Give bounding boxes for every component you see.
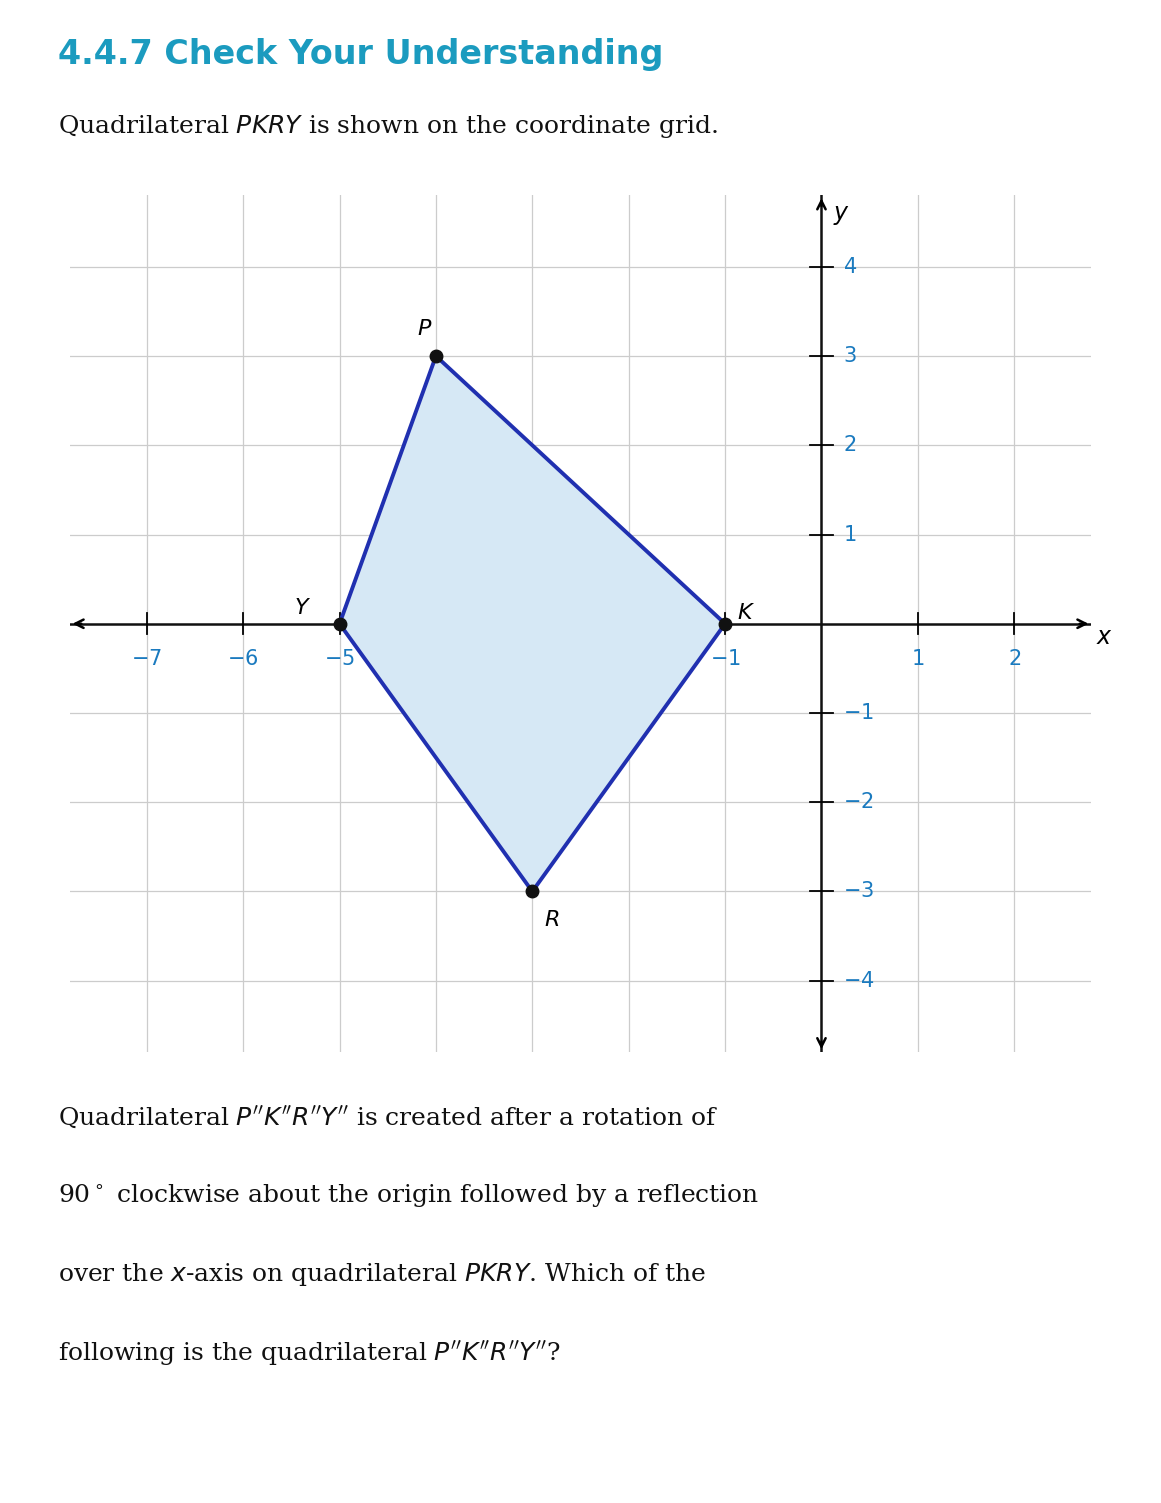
Text: $\mathit{P}$: $\mathit{P}$ (417, 319, 432, 340)
Text: $\mathit{K}$: $\mathit{K}$ (737, 603, 756, 624)
Text: 90$^\circ$ clockwise about the origin followed by a reflection: 90$^\circ$ clockwise about the origin fo… (58, 1183, 759, 1210)
Text: $\mathit{2}$: $\mathit{2}$ (1008, 649, 1021, 669)
Text: $\mathit{-3}$: $\mathit{-3}$ (517, 649, 548, 669)
Text: $\mathit{-4}$: $\mathit{-4}$ (420, 649, 452, 669)
Text: $\mathit{-2}$: $\mathit{-2}$ (843, 792, 873, 812)
Text: following is the quadrilateral $\mathit{P^{\prime\prime}K^{\prime\prime}R^{\prim: following is the quadrilateral $\mathit{… (58, 1339, 561, 1368)
Text: $\mathit{-3}$: $\mathit{-3}$ (843, 881, 874, 902)
Polygon shape (339, 356, 726, 891)
Text: $y$: $y$ (834, 204, 850, 227)
Text: $\mathit{3}$: $\mathit{3}$ (843, 346, 857, 367)
Text: $\mathit{-1}$: $\mathit{-1}$ (843, 703, 873, 723)
Text: $\mathit{2}$: $\mathit{2}$ (843, 436, 856, 455)
Text: $\mathit{1}$: $\mathit{1}$ (911, 649, 924, 669)
Text: $\mathit{-5}$: $\mathit{-5}$ (324, 649, 355, 669)
Text: $\mathit{R}$: $\mathit{R}$ (543, 909, 560, 930)
Text: $\mathit{-1}$: $\mathit{-1}$ (709, 649, 741, 669)
Text: over the $x$-axis on quadrilateral $\mathit{PKRY}$. Which of the: over the $x$-axis on quadrilateral $\mat… (58, 1261, 706, 1288)
Text: $\mathit{-6}$: $\mathit{-6}$ (228, 649, 259, 669)
Text: Quadrilateral $\mathit{P^{\prime\prime}K^{\prime\prime}R^{\prime\prime}Y^{\prime: Quadrilateral $\mathit{P^{\prime\prime}K… (58, 1105, 717, 1132)
Text: Quadrilateral $\mathit{PKRY}$ is shown on the coordinate grid.: Quadrilateral $\mathit{PKRY}$ is shown o… (58, 113, 717, 140)
Text: $\mathit{4}$: $\mathit{4}$ (843, 257, 857, 277)
Text: $\mathit{1}$: $\mathit{1}$ (843, 525, 856, 544)
Text: $\mathit{-7}$: $\mathit{-7}$ (131, 649, 163, 669)
Text: $x$: $x$ (1096, 625, 1113, 648)
Text: $\mathit{Y}$: $\mathit{Y}$ (295, 597, 311, 619)
Text: $\mathit{-4}$: $\mathit{-4}$ (843, 971, 874, 990)
Text: 4.4.7 Check Your Understanding: 4.4.7 Check Your Understanding (58, 38, 663, 71)
Text: $\mathit{-2}$: $\mathit{-2}$ (613, 649, 644, 669)
